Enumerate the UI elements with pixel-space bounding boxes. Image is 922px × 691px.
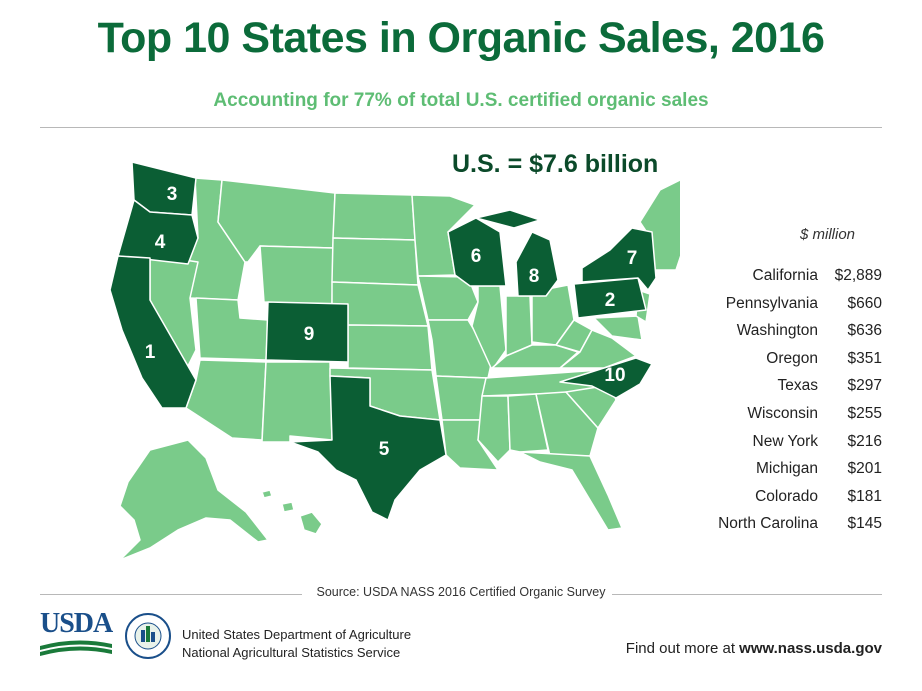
- state-michigan: [475, 209, 559, 297]
- table-row: Texas $297: [686, 372, 883, 400]
- agriculture-counts-seal: [125, 613, 171, 659]
- state-colorado: [265, 301, 349, 363]
- rank-label-california: 1: [145, 342, 156, 363]
- state-georgia: [535, 391, 599, 457]
- table-row: Washington $636: [686, 317, 882, 345]
- state-name: Texas: [777, 377, 819, 395]
- usda-logo: USDA: [40, 610, 113, 662]
- state-name: Oregon: [766, 349, 818, 367]
- rank-label-north-carolina: 10: [604, 365, 625, 386]
- rank-label-pennsylvania: 2: [605, 290, 616, 311]
- state-north-carolina: [559, 357, 653, 399]
- page-title: Top 10 States in Organic Sales, 2016: [97, 14, 825, 62]
- state-name: Pennsylvania: [725, 294, 818, 312]
- table-row: Pennsylvania $660: [686, 290, 882, 318]
- state-name: Washington: [736, 322, 818, 340]
- table-row: North Carolina $145: [686, 510, 882, 538]
- total-sales-label: U.S. = $7.6 billion: [452, 150, 659, 178]
- state-florida: [519, 451, 623, 531]
- state-wyoming: [259, 245, 334, 306]
- state-hawaii: [261, 489, 323, 535]
- rank-label-new-york: 7: [627, 248, 638, 269]
- table-row: California $2,889: [686, 262, 882, 290]
- sales-value: $660: [847, 294, 882, 312]
- us-map: 3 4 1 9 5 6 8 2 7 10: [109, 161, 680, 561]
- sales-value: $2,889: [834, 267, 882, 284]
- rankings-table: California $2,889 Pennsylvania $660 Washin…: [686, 262, 882, 538]
- rank-label-michigan: 8: [529, 266, 540, 287]
- state-mississippi: [477, 395, 511, 463]
- state-alaska: [119, 439, 269, 561]
- table-row: Wisconsin $255: [686, 400, 882, 428]
- state-north-dakota: [332, 192, 416, 241]
- state-kansas: [347, 324, 433, 371]
- state-texas: [289, 375, 447, 521]
- find-out-more-prefix: Find out more at: [625, 640, 740, 657]
- state-name: North Carolina: [718, 515, 818, 533]
- state-name: Michigan: [755, 460, 818, 478]
- state-new-mexico: [261, 361, 333, 443]
- state-maryland-delaware: [593, 315, 643, 341]
- agency-line-1: United States Department of Agriculture: [182, 627, 412, 642]
- table-row: Colorado $181: [686, 483, 882, 511]
- state-name: California: [752, 267, 818, 284]
- source-note: Source: USDA NASS 2016 Certified Organic…: [316, 585, 606, 599]
- sales-value: $216: [847, 432, 882, 450]
- state-arizona: [185, 359, 267, 441]
- state-name: New York: [752, 432, 818, 450]
- state-california: [109, 255, 197, 409]
- state-alabama: [507, 393, 549, 453]
- nass-website-link[interactable]: www.nass.usda.gov: [739, 640, 882, 657]
- sales-value: $636: [847, 322, 882, 340]
- title-divider: [40, 127, 882, 128]
- rank-label-wisconsin: 6: [471, 246, 482, 267]
- rank-label-washington: 3: [167, 184, 178, 205]
- sales-value: $297: [847, 377, 882, 395]
- state-name: Colorado: [755, 487, 818, 505]
- source-divider-left: [40, 594, 302, 595]
- state-name: Wisconsin: [747, 404, 818, 422]
- units-label: $ million: [800, 226, 856, 243]
- sales-value: $351: [847, 349, 882, 367]
- state-utah: [195, 297, 269, 361]
- agency-line-2: National Agricultural Statistics Service: [182, 645, 401, 660]
- rank-label-texas: 5: [379, 439, 390, 460]
- sales-value: $145: [847, 515, 882, 533]
- agency-name: United States Department of Agriculture …: [182, 626, 411, 662]
- table-row: Michigan $201: [686, 455, 882, 483]
- page-subtitle: Accounting for 77% of total U.S. certifi…: [213, 90, 709, 111]
- state-new-york: [581, 227, 657, 291]
- table-row: Oregon $351: [686, 345, 882, 373]
- sales-value: $255: [847, 404, 882, 422]
- state-south-dakota: [331, 237, 419, 286]
- sales-value: $181: [847, 487, 882, 505]
- sales-value: $201: [847, 460, 882, 478]
- source-divider-right: [612, 594, 882, 595]
- table-row: New York $216: [686, 428, 882, 456]
- rank-label-colorado: 9: [304, 324, 315, 345]
- rank-label-oregon: 4: [155, 232, 166, 253]
- find-out-more: Find out more at www.nass.usda.gov: [626, 640, 882, 657]
